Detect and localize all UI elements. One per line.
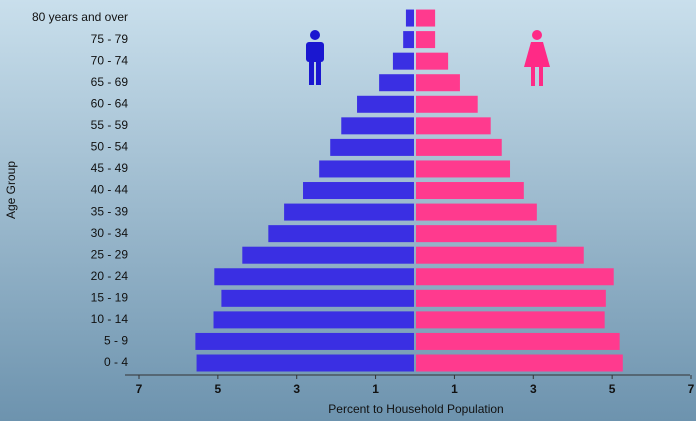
bar: [416, 246, 584, 264]
y-tick-label: 60 - 64: [91, 96, 129, 110]
x-tick-label: 1: [372, 382, 379, 396]
bar: [416, 138, 502, 156]
x-tick-label: 7: [688, 382, 695, 396]
x-tick-label: 1: [451, 382, 458, 396]
y-tick-label: 45 - 49: [91, 161, 129, 175]
bar: [416, 95, 478, 113]
bar: [221, 289, 414, 307]
bar: [416, 203, 537, 221]
female-icon: [524, 30, 550, 86]
bar: [416, 117, 491, 135]
y-tick-label: 35 - 39: [91, 204, 129, 218]
x-tick-label: 7: [136, 382, 143, 396]
y-tick-label: 65 - 69: [91, 75, 129, 89]
bar: [416, 9, 436, 27]
bar: [303, 182, 414, 200]
bar: [268, 225, 414, 243]
bar: [195, 332, 414, 350]
bar: [416, 74, 460, 92]
bar: [416, 182, 524, 200]
x-tick-label: 3: [530, 382, 537, 396]
bar: [416, 31, 436, 49]
bar: [214, 268, 414, 286]
y-tick-label: 0 - 4: [104, 355, 128, 369]
bar: [330, 138, 414, 156]
y-tick-label: 25 - 29: [91, 247, 129, 261]
bar: [416, 354, 623, 372]
bar: [416, 160, 511, 178]
bar: [416, 311, 605, 329]
bar: [405, 9, 414, 27]
bar: [284, 203, 414, 221]
x-tick-label: 5: [215, 382, 222, 396]
y-tick-label: 80 years and over: [32, 10, 128, 24]
x-tick-label: 5: [609, 382, 616, 396]
bar: [392, 52, 414, 70]
bar: [319, 160, 414, 178]
y-tick-label: 50 - 54: [91, 140, 129, 154]
bar: [416, 332, 620, 350]
y-tick-label: 10 - 14: [91, 312, 129, 326]
bar: [416, 289, 606, 307]
y-axis-label: Age Group: [4, 161, 18, 219]
x-tick-label: 3: [293, 382, 300, 396]
bar: [196, 354, 414, 372]
bar: [242, 246, 414, 264]
y-tick-label: 5 - 9: [104, 334, 128, 348]
y-tick-label: 15 - 19: [91, 290, 129, 304]
y-tick-label: 55 - 59: [91, 118, 129, 132]
bar: [416, 52, 449, 70]
bar: [416, 268, 614, 286]
bar: [213, 311, 414, 329]
bar: [403, 31, 414, 49]
y-tick-label: 30 - 34: [91, 226, 129, 240]
bar: [341, 117, 414, 135]
y-tick-label: 75 - 79: [91, 32, 129, 46]
male-icon: [306, 30, 324, 85]
y-tick-label: 70 - 74: [91, 53, 129, 67]
bar: [357, 95, 414, 113]
bar: [379, 74, 414, 92]
bar: [416, 225, 557, 243]
y-tick-label: 20 - 24: [91, 269, 129, 283]
y-tick-label: 40 - 44: [91, 183, 129, 197]
x-axis-label: Percent to Household Population: [328, 402, 503, 416]
